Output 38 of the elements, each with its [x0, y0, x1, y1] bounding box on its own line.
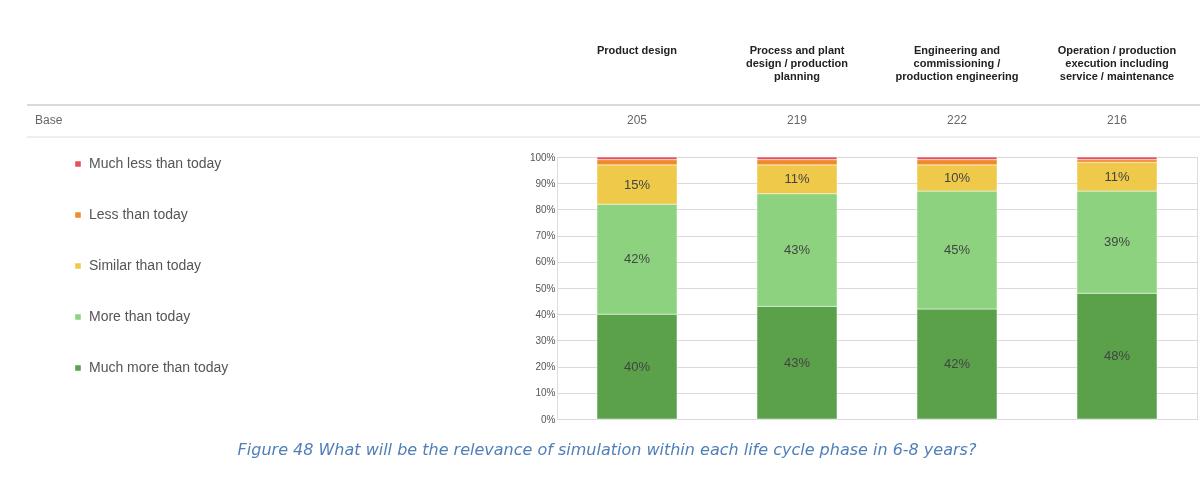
x-tick-label: Product design	[596, 43, 678, 56]
legend-label: Similar than today	[89, 257, 202, 273]
data-label: 11%	[784, 171, 810, 187]
legend-label: Much more than today	[89, 359, 229, 375]
y-tick-label: 30%	[535, 334, 556, 346]
x-tick-label: Operation / production execution including service / maintenance	[1057, 43, 1177, 82]
data-label: 15%	[623, 176, 651, 192]
x-tick-label: Engineering and commissioning / production engineering	[895, 43, 1019, 82]
y-tick-label: 70%	[535, 230, 556, 242]
x-tick-label: Process and plant design / production planning	[745, 43, 849, 82]
y-tick-label: 50%	[535, 282, 556, 294]
y-tick-label: 100%	[529, 151, 556, 163]
y-tick-label: 10%	[535, 387, 556, 399]
y-tick-label: 80%	[535, 203, 556, 215]
text: 205	[626, 113, 648, 127]
legend-label: Less than today	[89, 206, 188, 222]
text: Base	[35, 113, 63, 127]
text: 219	[786, 113, 808, 127]
data-label: 43%	[783, 354, 811, 370]
data-label: 42%	[623, 251, 651, 267]
data-label: 43%	[783, 242, 811, 258]
data-label: 42%	[943, 355, 971, 371]
text: 222	[946, 113, 968, 127]
text: 216	[1106, 113, 1128, 127]
y-tick-label: 20%	[535, 361, 556, 373]
data-label: 11%	[1104, 168, 1130, 184]
text: Figure 48 What will be the relevance of simulation within each life cycle phase in 6-8 years?	[237, 440, 977, 459]
y-tick-label: 60%	[535, 256, 556, 268]
data-label: 45%	[943, 242, 971, 258]
y-tick-label: 90%	[535, 177, 556, 189]
data-label: 10%	[943, 169, 971, 185]
legend-label: More than today	[89, 308, 191, 324]
legend-label: Much less than today	[89, 155, 222, 171]
data-label: 40%	[623, 358, 651, 374]
data-label: 48%	[1103, 348, 1131, 364]
y-tick-label: 40%	[535, 308, 556, 320]
data-label: 39%	[1103, 234, 1131, 250]
y-tick-label: 0%	[541, 413, 556, 425]
